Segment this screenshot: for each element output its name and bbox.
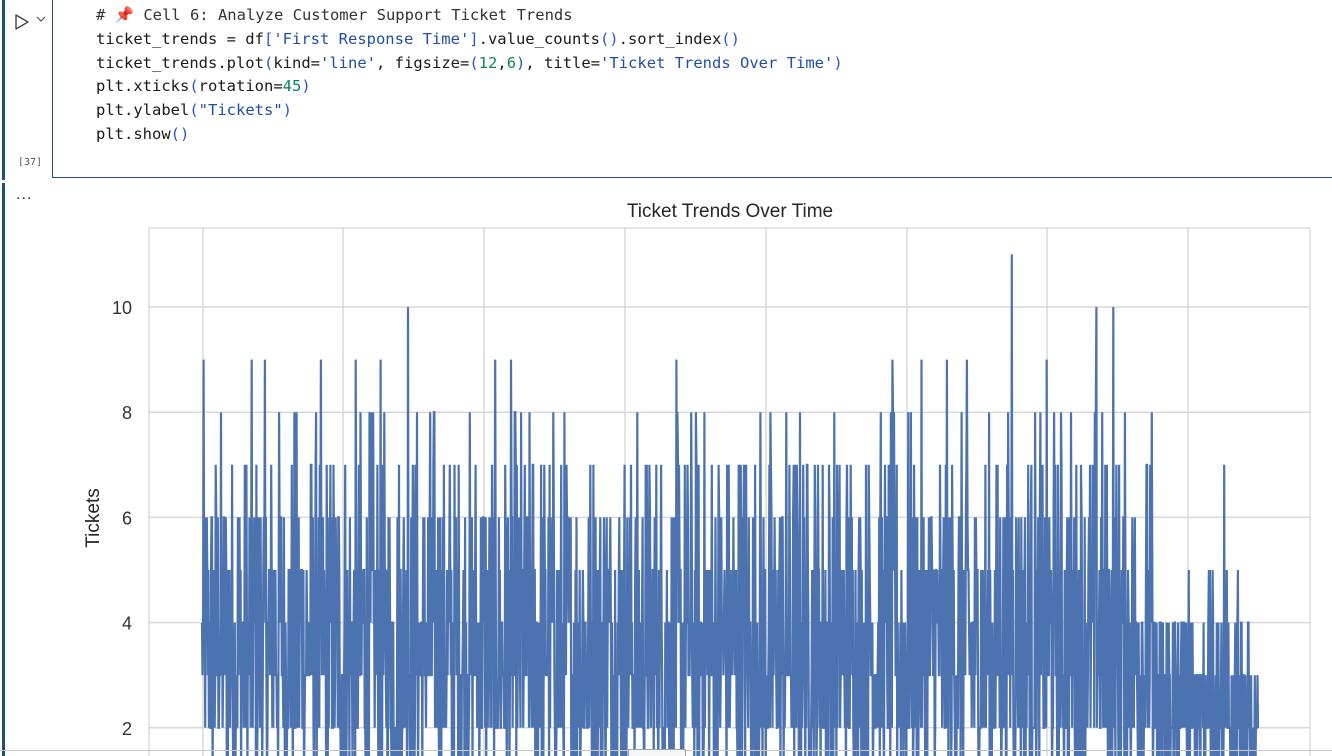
output-cell-indicator [2, 183, 5, 756]
code-line: plt.xticks(rotation=45) [96, 77, 311, 96]
series-line [200, 254, 1260, 756]
scroll-tab[interactable] [628, 749, 686, 756]
chart-title: Ticket Trends Over Time [627, 201, 833, 222]
code-line: ticket_trends = df['First Response Time'… [96, 29, 740, 48]
line-chart: Ticket Trends Over Time Tickets 2 4 6 8 10 [83, 201, 1311, 756]
code-line: ticket_trends.plot(kind='line', figsize=… [96, 53, 843, 72]
code-line: plt.show() [96, 124, 190, 143]
plot-frame [148, 227, 1311, 756]
output-more-icon[interactable]: ... [16, 186, 33, 203]
run-cell-icon[interactable] [12, 12, 32, 32]
y-tick-label: 2 [122, 719, 132, 739]
code-line: plt.ylabel("Tickets") [96, 101, 293, 120]
code-line: # 📌 Cell 6: Analyze Customer Support Tic… [96, 6, 573, 24]
y-axis-label: Tickets [83, 488, 104, 547]
y-ticks: 2 4 6 8 10 [112, 298, 132, 739]
execution-count: [37] [18, 157, 43, 168]
active-cell-indicator [2, 0, 5, 180]
code-editor[interactable]: # 📌 Cell 6: Analyze Customer Support Tic… [52, 0, 1332, 178]
y-tick-label: 8 [122, 403, 132, 423]
code-text[interactable]: # 📌 Cell 6: Analyze Customer Support Tic… [96, 4, 843, 147]
y-tick-label: 10 [112, 298, 132, 318]
y-tick-label: 4 [122, 614, 132, 634]
code-cell[interactable]: [37] # 📌 Cell 6: Analyze Customer Suppor… [0, 0, 1332, 180]
y-tick-label: 6 [122, 508, 132, 528]
chevron-down-icon[interactable] [36, 14, 46, 24]
